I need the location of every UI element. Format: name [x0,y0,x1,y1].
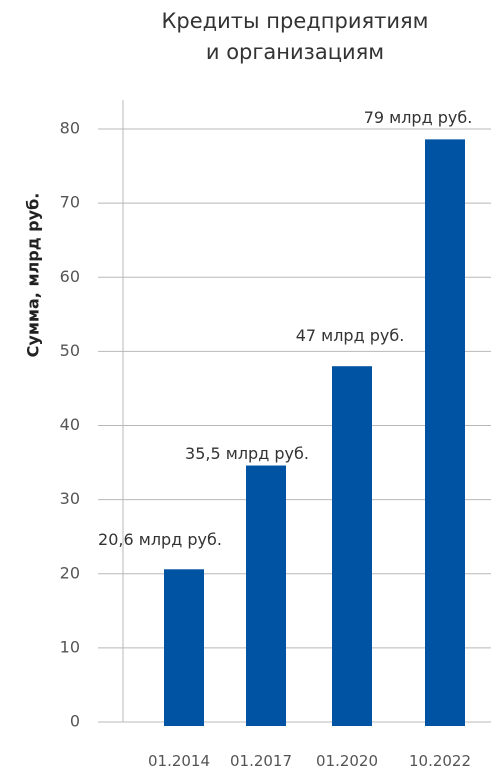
y-tick-label: 60 [60,267,80,286]
y-tick-labels: 0 10 20 30 40 50 60 70 80 [60,119,80,731]
y-tick-label: 10 [60,637,80,656]
chart-title-line-2: и организациям [205,40,385,64]
bar-01.2020 [332,366,372,726]
data-labels: 20,6 млрд руб. 35,5 млрд руб. 47 млрд руб.… [98,108,472,549]
x-tick-label: 10.2022 [409,752,471,769]
x-tick-label: 01.2020 [316,752,378,769]
bar-01.2014 [164,569,204,726]
data-label: 20,6 млрд руб. [98,530,222,549]
y-tick-label: 20 [60,563,80,582]
y-tick-label: 70 [60,193,80,212]
bar-01.2017 [246,465,286,726]
bars [164,139,465,726]
y-tick-label: 50 [60,341,80,360]
bar-10.2022 [425,139,465,726]
chart-title-line-1: Кредиты предприятиям [161,9,429,33]
y-tick-label: 80 [60,119,80,138]
y-tick-label: 0 [70,712,80,731]
x-tick-label: 01.2017 [230,752,292,769]
data-label: 35,5 млрд руб. [185,444,309,463]
data-label: 47 млрд руб. [296,326,405,345]
y-axis-label: Сумма, млрд руб. [24,193,43,358]
x-tick-labels: 01.2014 01.2017 01.2020 10.2022 [148,752,471,769]
y-tick-label: 40 [60,415,80,434]
x-tick-label: 01.2014 [148,752,210,769]
data-label: 79 млрд руб. [364,108,473,127]
chart-title: Кредиты предприятиям и организациям [110,6,480,68]
y-tick-label: 30 [60,489,80,508]
